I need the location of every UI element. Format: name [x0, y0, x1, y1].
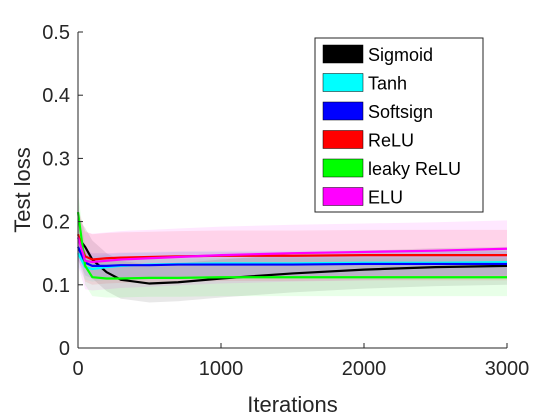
line-leaky-relu — [76, 211, 507, 280]
y-tick-label: 0.2 — [42, 212, 70, 234]
line-elu — [76, 237, 508, 264]
band-leaky-relu — [78, 193, 507, 298]
tick-labels: 0 1000 2000 3000 0 0.1 0.2 0.3 0.4 0.5 — [42, 22, 529, 380]
y-tick-label: 0.1 — [42, 275, 70, 297]
series-lines — [76, 211, 508, 285]
x-tick-label: 2000 — [342, 358, 387, 380]
x-tick-label: 0 — [72, 358, 83, 380]
legend-box — [314, 37, 484, 213]
y-axis-label: Test loss — [10, 147, 35, 233]
legend-label-leaky-relu: leaky ReLU — [368, 159, 461, 179]
legend-swatch-softsign — [322, 101, 364, 121]
legend-swatch-elu — [322, 187, 364, 206]
legend-label-elu: ELU — [368, 188, 403, 208]
legend: Sigmoid Tanh Softsign ReLU leaky ReLU ELU — [314, 37, 484, 213]
y-tick-label: 0.5 — [42, 22, 70, 44]
legend-swatch-sigmoid — [322, 44, 364, 64]
axes — [77, 31, 508, 349]
legend-label-softsign: Softsign — [368, 102, 433, 122]
y-tick-label: 0.3 — [42, 148, 70, 170]
legend-swatch-relu — [322, 130, 364, 149]
legend-swatch-tanh — [322, 73, 364, 92]
x-tick-label: 3000 — [485, 358, 530, 380]
legend-swatch-leaky-relu — [322, 158, 364, 178]
x-tick-label: 1000 — [199, 358, 244, 380]
y-tick-label: 0 — [59, 338, 70, 360]
band-relu — [78, 208, 507, 285]
x-axis-label: Iterations — [247, 392, 338, 417]
legend-label-sigmoid: Sigmoid — [368, 45, 433, 65]
legend-label-tanh: Tanh — [368, 74, 407, 94]
line-sigmoid — [77, 236, 508, 285]
line-softsign — [76, 246, 507, 267]
confidence-bands — [78, 193, 507, 303]
legend-label-relu: ReLU — [368, 131, 414, 151]
y-tick-label: 0.4 — [42, 85, 70, 107]
band-elu — [78, 208, 507, 291]
